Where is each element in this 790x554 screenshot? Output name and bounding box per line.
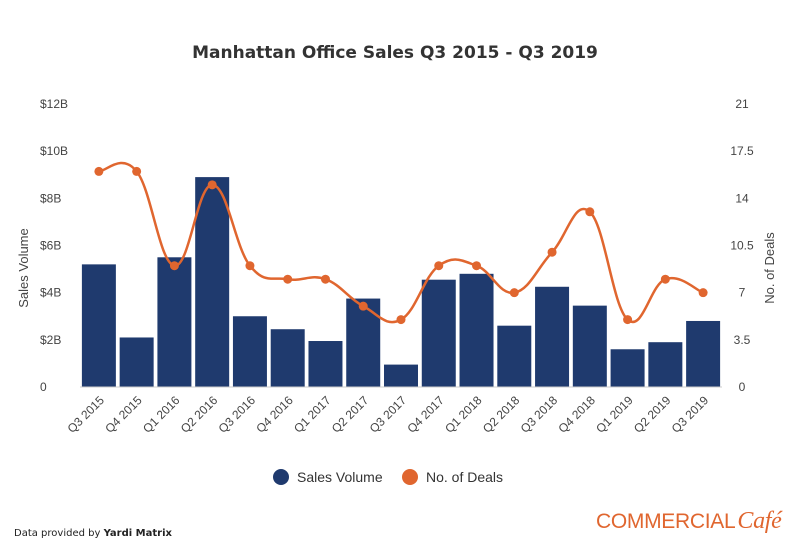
deals-point-q4-2015[interactable]	[132, 166, 142, 176]
deals-point-q4-2016[interactable]	[283, 274, 293, 284]
bar-q2-2019[interactable]	[648, 342, 683, 387]
right-tick-label: 14	[735, 191, 749, 205]
right-tick-label: 10.5	[730, 239, 754, 253]
x-tick-label: Q3 2019	[669, 393, 712, 436]
line-series	[94, 161, 708, 325]
left-tick-label: $8B	[40, 191, 61, 205]
logo-word: COMMERCIAL	[596, 510, 736, 533]
bar-q1-2019[interactable]	[610, 349, 645, 387]
right-tick-label: 21	[735, 97, 749, 111]
x-tick-label: Q1 2016	[140, 393, 183, 436]
x-tick-label: Q3 2017	[367, 393, 410, 436]
x-tick-label: Q1 2018	[442, 393, 485, 436]
footer-source-name: Yardi Matrix	[103, 528, 172, 539]
left-tick-label: $2B	[40, 333, 61, 347]
deals-point-q3-2017[interactable]	[396, 315, 406, 325]
legend-label-no-of-deals[interactable]: No. of Deals	[426, 469, 503, 485]
bar-q1-2016[interactable]	[157, 257, 192, 387]
legend-label-sales-volume[interactable]: Sales Volume	[297, 469, 383, 485]
right-axis-ticks: 0 3.5 7 10.5 14 17.5 21	[730, 97, 754, 394]
right-tick-label: 7	[739, 286, 746, 300]
x-tick-label: Q4 2016	[253, 393, 296, 436]
left-tick-label: $4B	[40, 286, 61, 300]
x-tick-label: Q1 2017	[291, 393, 334, 436]
deals-point-q1-2016[interactable]	[169, 261, 179, 271]
x-tick-label: Q3 2018	[518, 393, 561, 436]
deals-point-q1-2018[interactable]	[472, 261, 482, 271]
bar-q3-2015[interactable]	[81, 264, 116, 387]
deals-point-q3-2018[interactable]	[547, 247, 557, 257]
footer-source: Data provided by Yardi Matrix	[14, 528, 172, 539]
footer-prefix: Data provided by	[14, 528, 104, 539]
logo-cafe: Café	[737, 508, 782, 534]
left-tick-label: $10B	[40, 144, 68, 158]
deals-point-q2-2017[interactable]	[358, 301, 368, 311]
x-tick-label: Q4 2017	[404, 393, 447, 436]
x-tick-label: Q3 2015	[65, 393, 108, 436]
chart-title: Manhattan Office Sales Q3 2015 - Q3 2019	[192, 43, 598, 63]
left-tick-label: $6B	[40, 239, 61, 253]
bar-q1-2017[interactable]	[308, 341, 343, 387]
left-axis-label: Sales Volume	[16, 228, 31, 308]
left-tick-label: $12B	[40, 97, 68, 111]
bar-q3-2018[interactable]	[535, 286, 570, 387]
bar-q3-2016[interactable]	[232, 316, 267, 387]
bar-q3-2017[interactable]	[384, 364, 418, 387]
bar-q4-2017[interactable]	[421, 279, 456, 387]
x-tick-label: Q2 2019	[631, 393, 674, 436]
bar-q1-2018[interactable]	[459, 273, 494, 387]
x-tick-label: Q1 2019	[593, 393, 636, 436]
bar-q4-2016[interactable]	[270, 329, 305, 387]
commercial-cafe-logo: COMMERCIALCafé	[596, 508, 782, 535]
x-tick-label: Q3 2016	[216, 393, 259, 436]
left-tick-label: 0	[40, 380, 47, 394]
right-tick-label: 17.5	[730, 144, 754, 158]
right-tick-label: 0	[739, 380, 746, 394]
x-tick-label: Q4 2015	[102, 393, 145, 436]
deals-point-q1-2017[interactable]	[320, 274, 330, 284]
x-tick-label: Q2 2018	[480, 393, 523, 436]
bar-q2-2017[interactable]	[346, 298, 381, 387]
x-tick-label: Q2 2017	[329, 393, 372, 436]
right-axis-label: No. of Deals	[762, 232, 777, 304]
left-axis-ticks: 0 $2B $4B $6B $8B $10B $12B	[40, 97, 68, 394]
bar-q2-2018[interactable]	[497, 325, 532, 387]
bar-q4-2015[interactable]	[119, 337, 154, 387]
x-tick-label: Q4 2018	[555, 393, 598, 436]
deals-point-q3-2015[interactable]	[94, 166, 104, 176]
deals-point-q2-2019[interactable]	[660, 274, 670, 284]
deals-point-q2-2016[interactable]	[207, 180, 217, 190]
deals-point-q3-2016[interactable]	[245, 261, 255, 271]
legend-marker-sales-volume	[273, 469, 289, 485]
right-tick-label: 3.5	[734, 333, 751, 347]
deals-point-q2-2018[interactable]	[509, 288, 519, 298]
bar-series	[81, 177, 721, 387]
x-tick-label: Q2 2016	[178, 393, 221, 436]
bar-q3-2019[interactable]	[686, 320, 721, 387]
deals-point-q4-2017[interactable]	[434, 261, 444, 271]
deals-point-q4-2018[interactable]	[585, 207, 595, 217]
bar-q2-2016[interactable]	[195, 177, 230, 387]
deals-point-q3-2019[interactable]	[698, 288, 708, 298]
legend-marker-no-of-deals	[402, 469, 418, 485]
legend: Sales Volume No. of Deals	[273, 469, 503, 485]
deals-point-q1-2019[interactable]	[623, 315, 633, 325]
bar-q4-2018[interactable]	[572, 305, 607, 387]
